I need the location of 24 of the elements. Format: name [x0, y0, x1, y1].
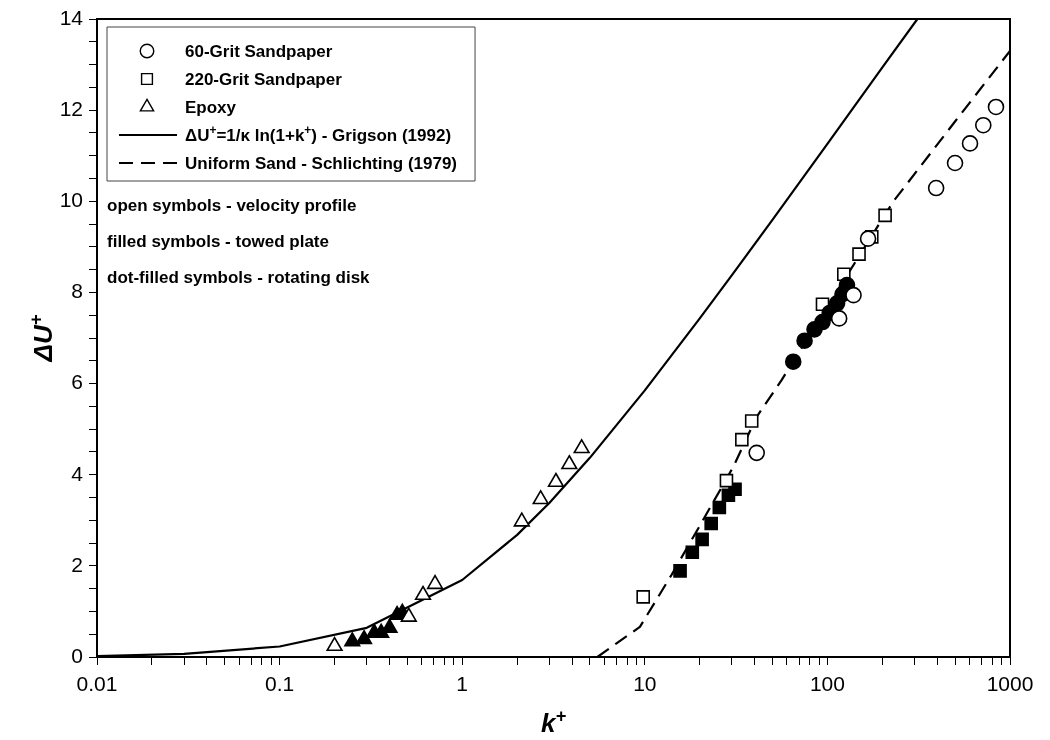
y-tick-label: 12: [59, 96, 83, 120]
legend-label: 220-Grit Sandpaper: [185, 70, 343, 89]
legend-label: Uniform Sand - Schlichting (1979): [185, 154, 458, 173]
x-tick-label: 0.01: [76, 672, 118, 696]
y-tick-label: 2: [71, 552, 83, 576]
annotation: filled symbols - towed plate: [107, 232, 329, 251]
y-tick-label: 0: [71, 643, 83, 667]
legend-label: Epoxy: [185, 98, 237, 117]
x-tick-label: 100: [809, 672, 845, 696]
y-tick-label: 8: [71, 279, 83, 303]
y-tick-label: 10: [59, 188, 83, 212]
legend-label: 60-Grit Sandpaper: [185, 42, 333, 61]
x-tick-label: 10: [633, 672, 657, 696]
legend-label: ΔU+=1/κ ln(1+k+) - Grigson (1992): [185, 123, 452, 145]
y-tick-label: 14: [59, 5, 84, 29]
x-tick-label: 1000: [986, 672, 1034, 696]
y-axis-title: ΔU+: [25, 314, 58, 363]
y-tick-label: 6: [71, 370, 83, 394]
y-tick-label: 4: [71, 461, 84, 485]
x-tick-label: 1: [456, 672, 469, 696]
annotation: open symbols - velocity profile: [107, 196, 357, 215]
x-tick-label: 0.1: [265, 672, 295, 696]
x-axis-title: k+: [540, 705, 567, 738]
annotation: dot-filled symbols - rotating disk: [107, 268, 371, 287]
